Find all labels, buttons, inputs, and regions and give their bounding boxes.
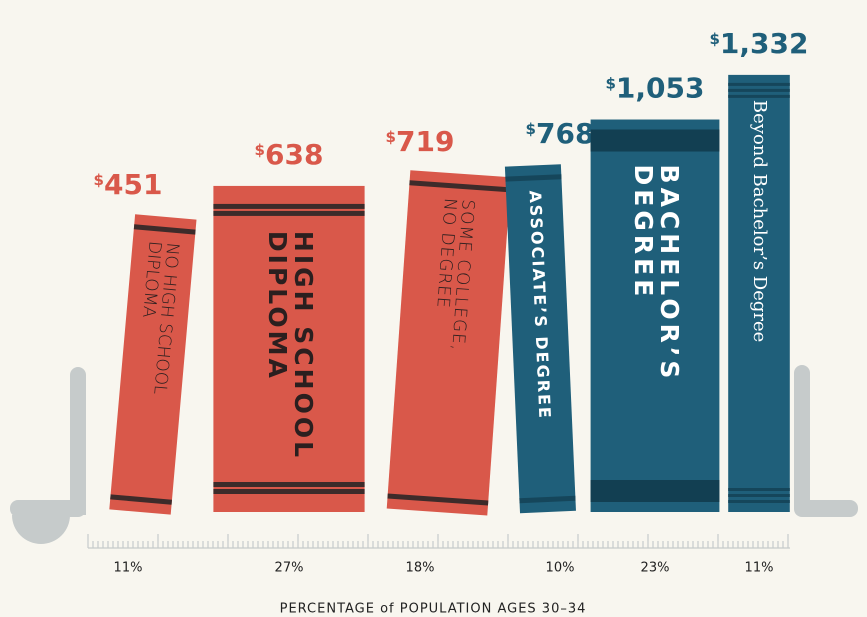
book-band [505, 174, 562, 182]
ruler [87, 534, 790, 549]
book-spine-label: HIGH SCHOOL [289, 231, 318, 460]
ruler-ticks [87, 534, 790, 549]
share-label: 27% [275, 561, 304, 576]
book-spine-label: Beyond Bachelor’s Degree [749, 100, 770, 342]
x-axis-label: PERCENTAGE of POPULATION AGES 30–34 [280, 602, 587, 617]
book-body [728, 74, 790, 512]
book-band [133, 224, 196, 235]
value-label: $719 [386, 125, 455, 158]
book-band [213, 203, 365, 209]
book: ASSOCIATE’S DEGREE [504, 164, 576, 514]
value-label: $638 [255, 138, 324, 171]
book-spine-label: BACHELOR’S [655, 165, 684, 383]
book-band [728, 82, 790, 86]
value-label: $1,332 [709, 27, 808, 60]
book-spine-label: DEGREE [629, 165, 658, 301]
book-band [213, 482, 365, 487]
book-body [109, 214, 197, 515]
share-label: 10% [546, 561, 575, 576]
left-bookend-base [10, 500, 86, 517]
book-band [519, 495, 576, 504]
book: SOME COLLEGE,NO DEGREE [386, 170, 511, 516]
book-band [728, 94, 790, 98]
book: Beyond Bachelor’s Degree [728, 74, 790, 512]
book-body [590, 119, 720, 512]
book-band [728, 494, 790, 497]
share-label: 18% [406, 561, 435, 576]
book-band [213, 210, 365, 216]
share-label: 11% [114, 561, 143, 576]
share-label: 11% [745, 561, 774, 576]
right-bookend-base [794, 500, 858, 517]
book-body [213, 185, 365, 512]
book-spine-label: DIPLOMA [263, 231, 292, 381]
book-body [386, 170, 511, 516]
left-bookend [12, 367, 86, 544]
book-band [110, 494, 172, 505]
book-band [409, 180, 511, 193]
value-label: $1,053 [605, 72, 704, 105]
book-band [728, 488, 790, 491]
book-band [387, 493, 489, 506]
value-label: $768 [526, 117, 595, 150]
book-body [504, 164, 576, 514]
value-label: $451 [94, 168, 163, 201]
book-band [213, 489, 365, 494]
right-bookend [794, 365, 810, 515]
book-band [590, 129, 720, 152]
book-band [728, 88, 790, 92]
share-label: 23% [641, 561, 670, 576]
book-band [590, 480, 720, 502]
book-band [728, 500, 790, 503]
